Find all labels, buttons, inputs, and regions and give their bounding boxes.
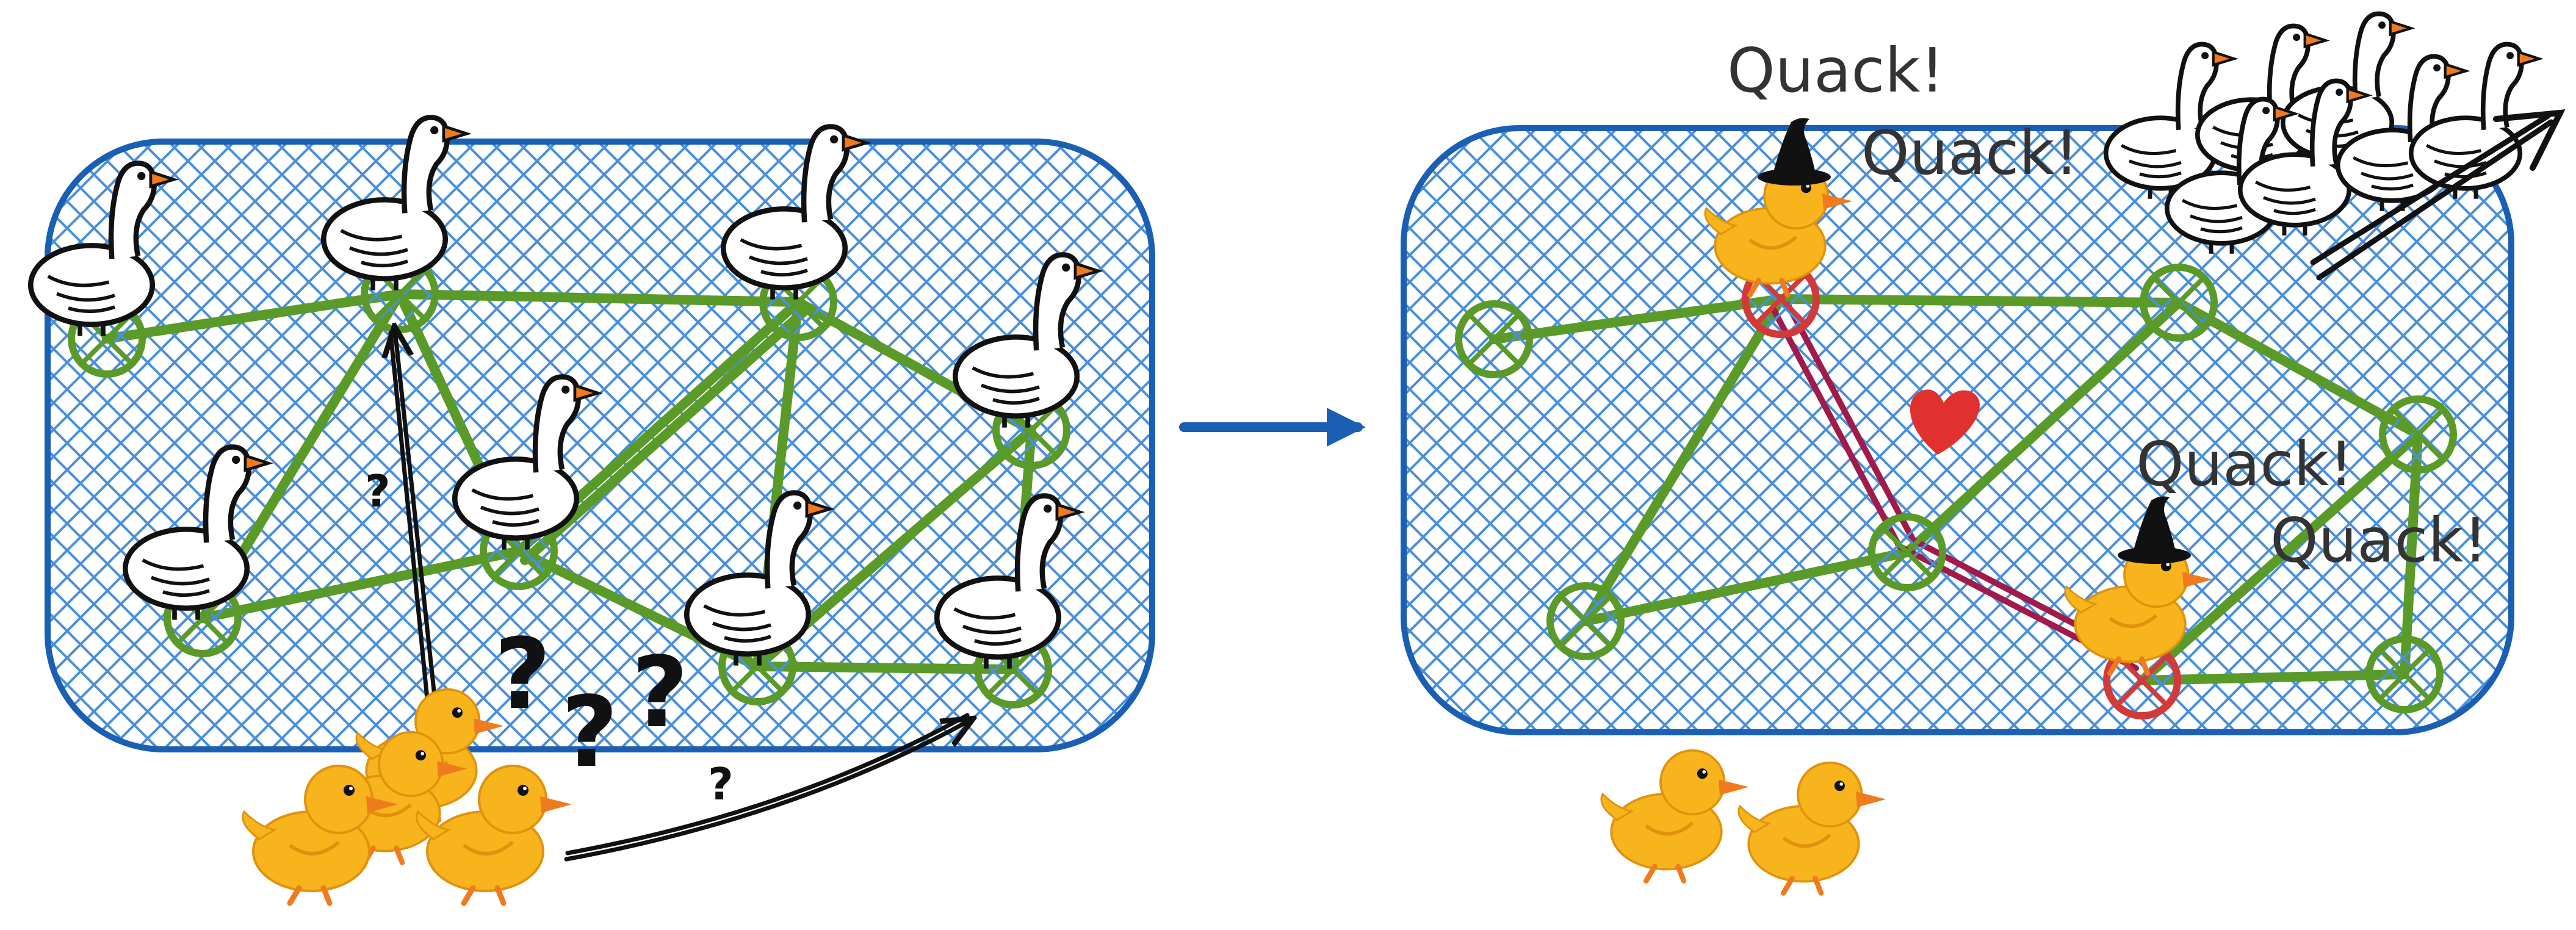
left-panel: ? ? ? ? ? [31,118,1155,904]
flyaway-arrow [2310,109,2566,281]
right-panel: Quack! Quack! Quack! Quack! [1401,13,2566,893]
speech-quack: Quack! [1861,117,2079,189]
arrow-to-node [564,720,970,862]
question-mark: ? [632,635,688,749]
speech-quack: Quack! [1727,35,1944,106]
graph-node [1455,300,1533,378]
question-mark: ? [494,617,551,731]
graph-node [1546,582,1625,660]
question-mark: ? [561,675,618,789]
duckling-icon [1739,763,1886,893]
graph-node [1868,513,1946,591]
duckling-icon [1601,751,1749,881]
right-ducklings [1601,751,1886,893]
graph-node [2365,635,2444,713]
left-exploration-arrows [388,330,970,862]
speech-quack: Quack! [2270,505,2488,576]
arrow-to-node [395,330,438,704]
speech-quack: Quack! [2136,428,2353,500]
left-graph-edges [102,289,1036,674]
question-mark: ? [365,466,391,517]
graph-node [2140,264,2218,342]
heart-icon [1910,389,1980,455]
right-graph-edges [1489,294,2423,685]
question-mark: ? [708,759,734,810]
arrow-to-node [565,713,970,856]
graph-node [2379,395,2457,474]
right-graph-nodes [1455,260,2457,719]
arrow-to-node [388,330,430,701]
